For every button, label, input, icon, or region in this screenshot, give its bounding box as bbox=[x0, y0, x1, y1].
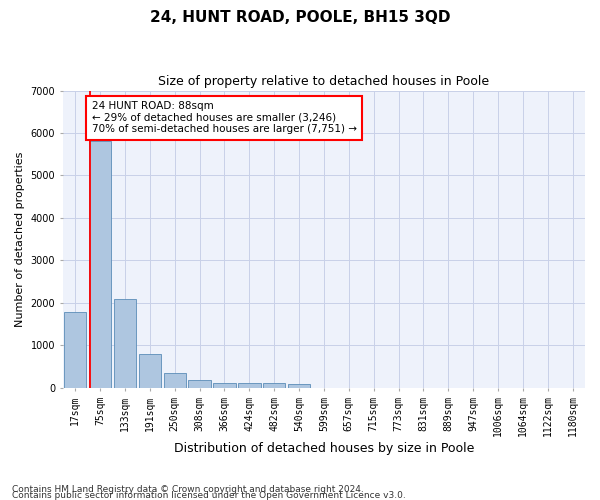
Bar bbox=[114, 300, 136, 388]
Bar bbox=[288, 384, 310, 388]
Bar bbox=[263, 384, 286, 388]
Bar bbox=[64, 312, 86, 388]
Title: Size of property relative to detached houses in Poole: Size of property relative to detached ho… bbox=[158, 75, 490, 88]
Y-axis label: Number of detached properties: Number of detached properties bbox=[15, 152, 25, 327]
Text: 24, HUNT ROAD, POOLE, BH15 3QD: 24, HUNT ROAD, POOLE, BH15 3QD bbox=[150, 10, 450, 25]
Bar bbox=[238, 383, 260, 388]
X-axis label: Distribution of detached houses by size in Poole: Distribution of detached houses by size … bbox=[174, 442, 474, 455]
Bar bbox=[164, 373, 186, 388]
Bar bbox=[213, 382, 236, 388]
Text: Contains HM Land Registry data © Crown copyright and database right 2024.: Contains HM Land Registry data © Crown c… bbox=[12, 484, 364, 494]
Text: Contains public sector information licensed under the Open Government Licence v3: Contains public sector information licen… bbox=[12, 491, 406, 500]
Bar bbox=[89, 142, 112, 388]
Bar bbox=[188, 380, 211, 388]
Text: 24 HUNT ROAD: 88sqm
← 29% of detached houses are smaller (3,246)
70% of semi-det: 24 HUNT ROAD: 88sqm ← 29% of detached ho… bbox=[92, 101, 356, 134]
Bar bbox=[139, 354, 161, 388]
